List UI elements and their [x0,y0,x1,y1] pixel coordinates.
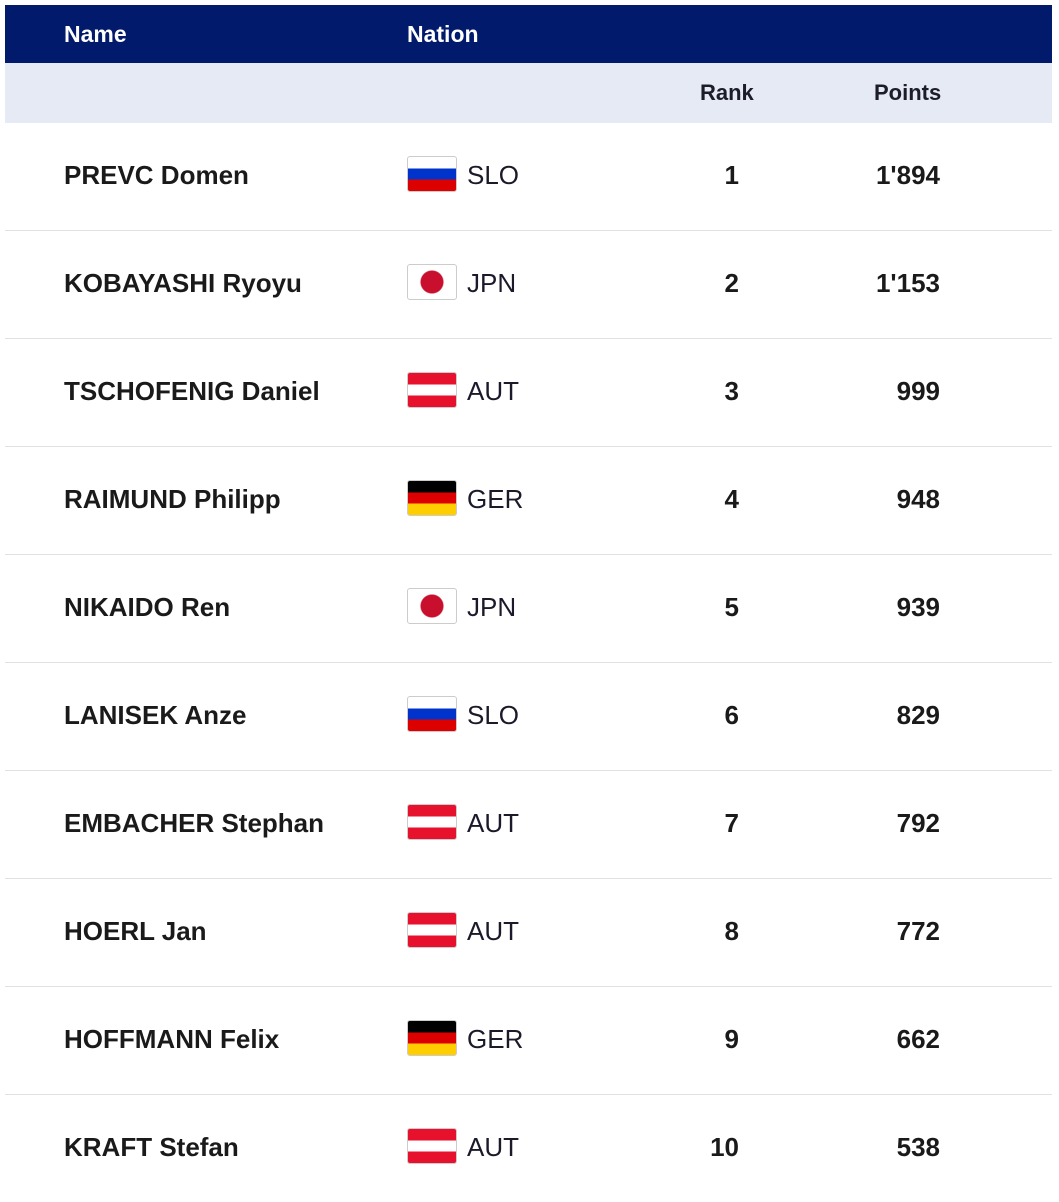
nation-code: SLO [467,160,520,190]
points: 999 [896,376,940,406]
athlete-name[interactable]: HOFFMANN Felix [64,1024,280,1054]
rank: 8 [724,916,739,946]
column-header-rank[interactable]: Rank [700,80,754,105]
rank: 6 [724,700,739,730]
flag-ger-icon [407,480,457,516]
table-row[interactable]: RAIMUND Philipp GER 4 948 [5,447,1052,555]
table-subheader: Rank Points [5,63,1052,123]
athlete-name[interactable]: KRAFT Stefan [64,1132,239,1162]
points: 792 [896,808,940,838]
nation-code: AUT [467,1132,519,1162]
flag-slo-icon [407,696,457,732]
nation-code: SLO [467,700,520,730]
points: 829 [896,700,940,730]
athlete-name[interactable]: RAIMUND Philipp [64,484,281,514]
flag-ger-icon [407,1020,457,1056]
table-row[interactable]: LANISEK Anze SLO 6 829 [5,663,1052,771]
table-row[interactable]: HOERL Jan AUT 8 772 [5,879,1052,987]
table-row[interactable]: KRAFT Stefan AUT 10 538 [5,1095,1052,1202]
table-row[interactable]: KOBAYASHI Ryoyu JPN 2 1'153 [5,231,1052,339]
rank: 2 [724,268,739,298]
athlete-name[interactable]: EMBACHER Stephan [64,808,325,838]
flag-aut-icon [407,1128,457,1164]
nation-code: AUT [467,376,519,406]
points: 538 [896,1132,940,1162]
flag-slo-icon [407,156,457,192]
nation-code: JPN [467,592,517,622]
points: 772 [896,916,940,946]
rank: 9 [724,1024,739,1054]
points: 939 [896,592,940,622]
points: 1'153 [875,268,940,298]
table-row[interactable]: PREVC Domen SLO 1 1'894 [5,123,1052,231]
nation-code: AUT [467,916,519,946]
rank: 4 [724,484,739,514]
athlete-name[interactable]: HOERL Jan [64,916,207,946]
athlete-name[interactable]: KOBAYASHI Ryoyu [64,268,302,298]
nation-code: JPN [467,268,517,298]
points: 1'894 [875,160,940,190]
column-header-nation[interactable]: Nation [407,21,479,47]
rank: 1 [724,160,739,190]
flag-aut-icon [407,372,457,408]
flag-aut-icon [407,912,457,948]
table-row[interactable]: NIKAIDO Ren JPN 5 939 [5,555,1052,663]
athlete-name[interactable]: NIKAIDO Ren [64,592,231,622]
nation-code: GER [467,484,524,514]
athlete-name[interactable]: TSCHOFENIG Daniel [64,376,320,406]
standings-table: Name Nation Rank Points PREVC Domen SLO … [5,5,1052,1202]
flag-jpn-icon [407,264,457,300]
athlete-name[interactable]: PREVC Domen [64,160,249,190]
rank: 7 [724,808,739,838]
nation-code: GER [467,1024,524,1054]
points: 948 [896,484,940,514]
table-body: PREVC Domen SLO 1 1'894 KOBAYASHI Ryoyu J… [5,123,1052,1202]
column-header-name[interactable]: Name [64,21,127,47]
table-row[interactable]: EMBACHER Stephan AUT 7 792 [5,771,1052,879]
table-header: Name Nation [5,5,1052,63]
table-row[interactable]: HOFFMANN Felix GER 9 662 [5,987,1052,1095]
rank: 3 [724,376,739,406]
column-header-points[interactable]: Points [874,80,942,105]
athlete-name[interactable]: LANISEK Anze [64,700,247,730]
flag-jpn-icon [407,588,457,624]
points: 662 [896,1024,940,1054]
rank: 5 [724,592,739,622]
flag-aut-icon [407,804,457,840]
rank: 10 [710,1132,739,1162]
table-row[interactable]: TSCHOFENIG Daniel AUT 3 999 [5,339,1052,447]
nation-code: AUT [467,808,519,838]
